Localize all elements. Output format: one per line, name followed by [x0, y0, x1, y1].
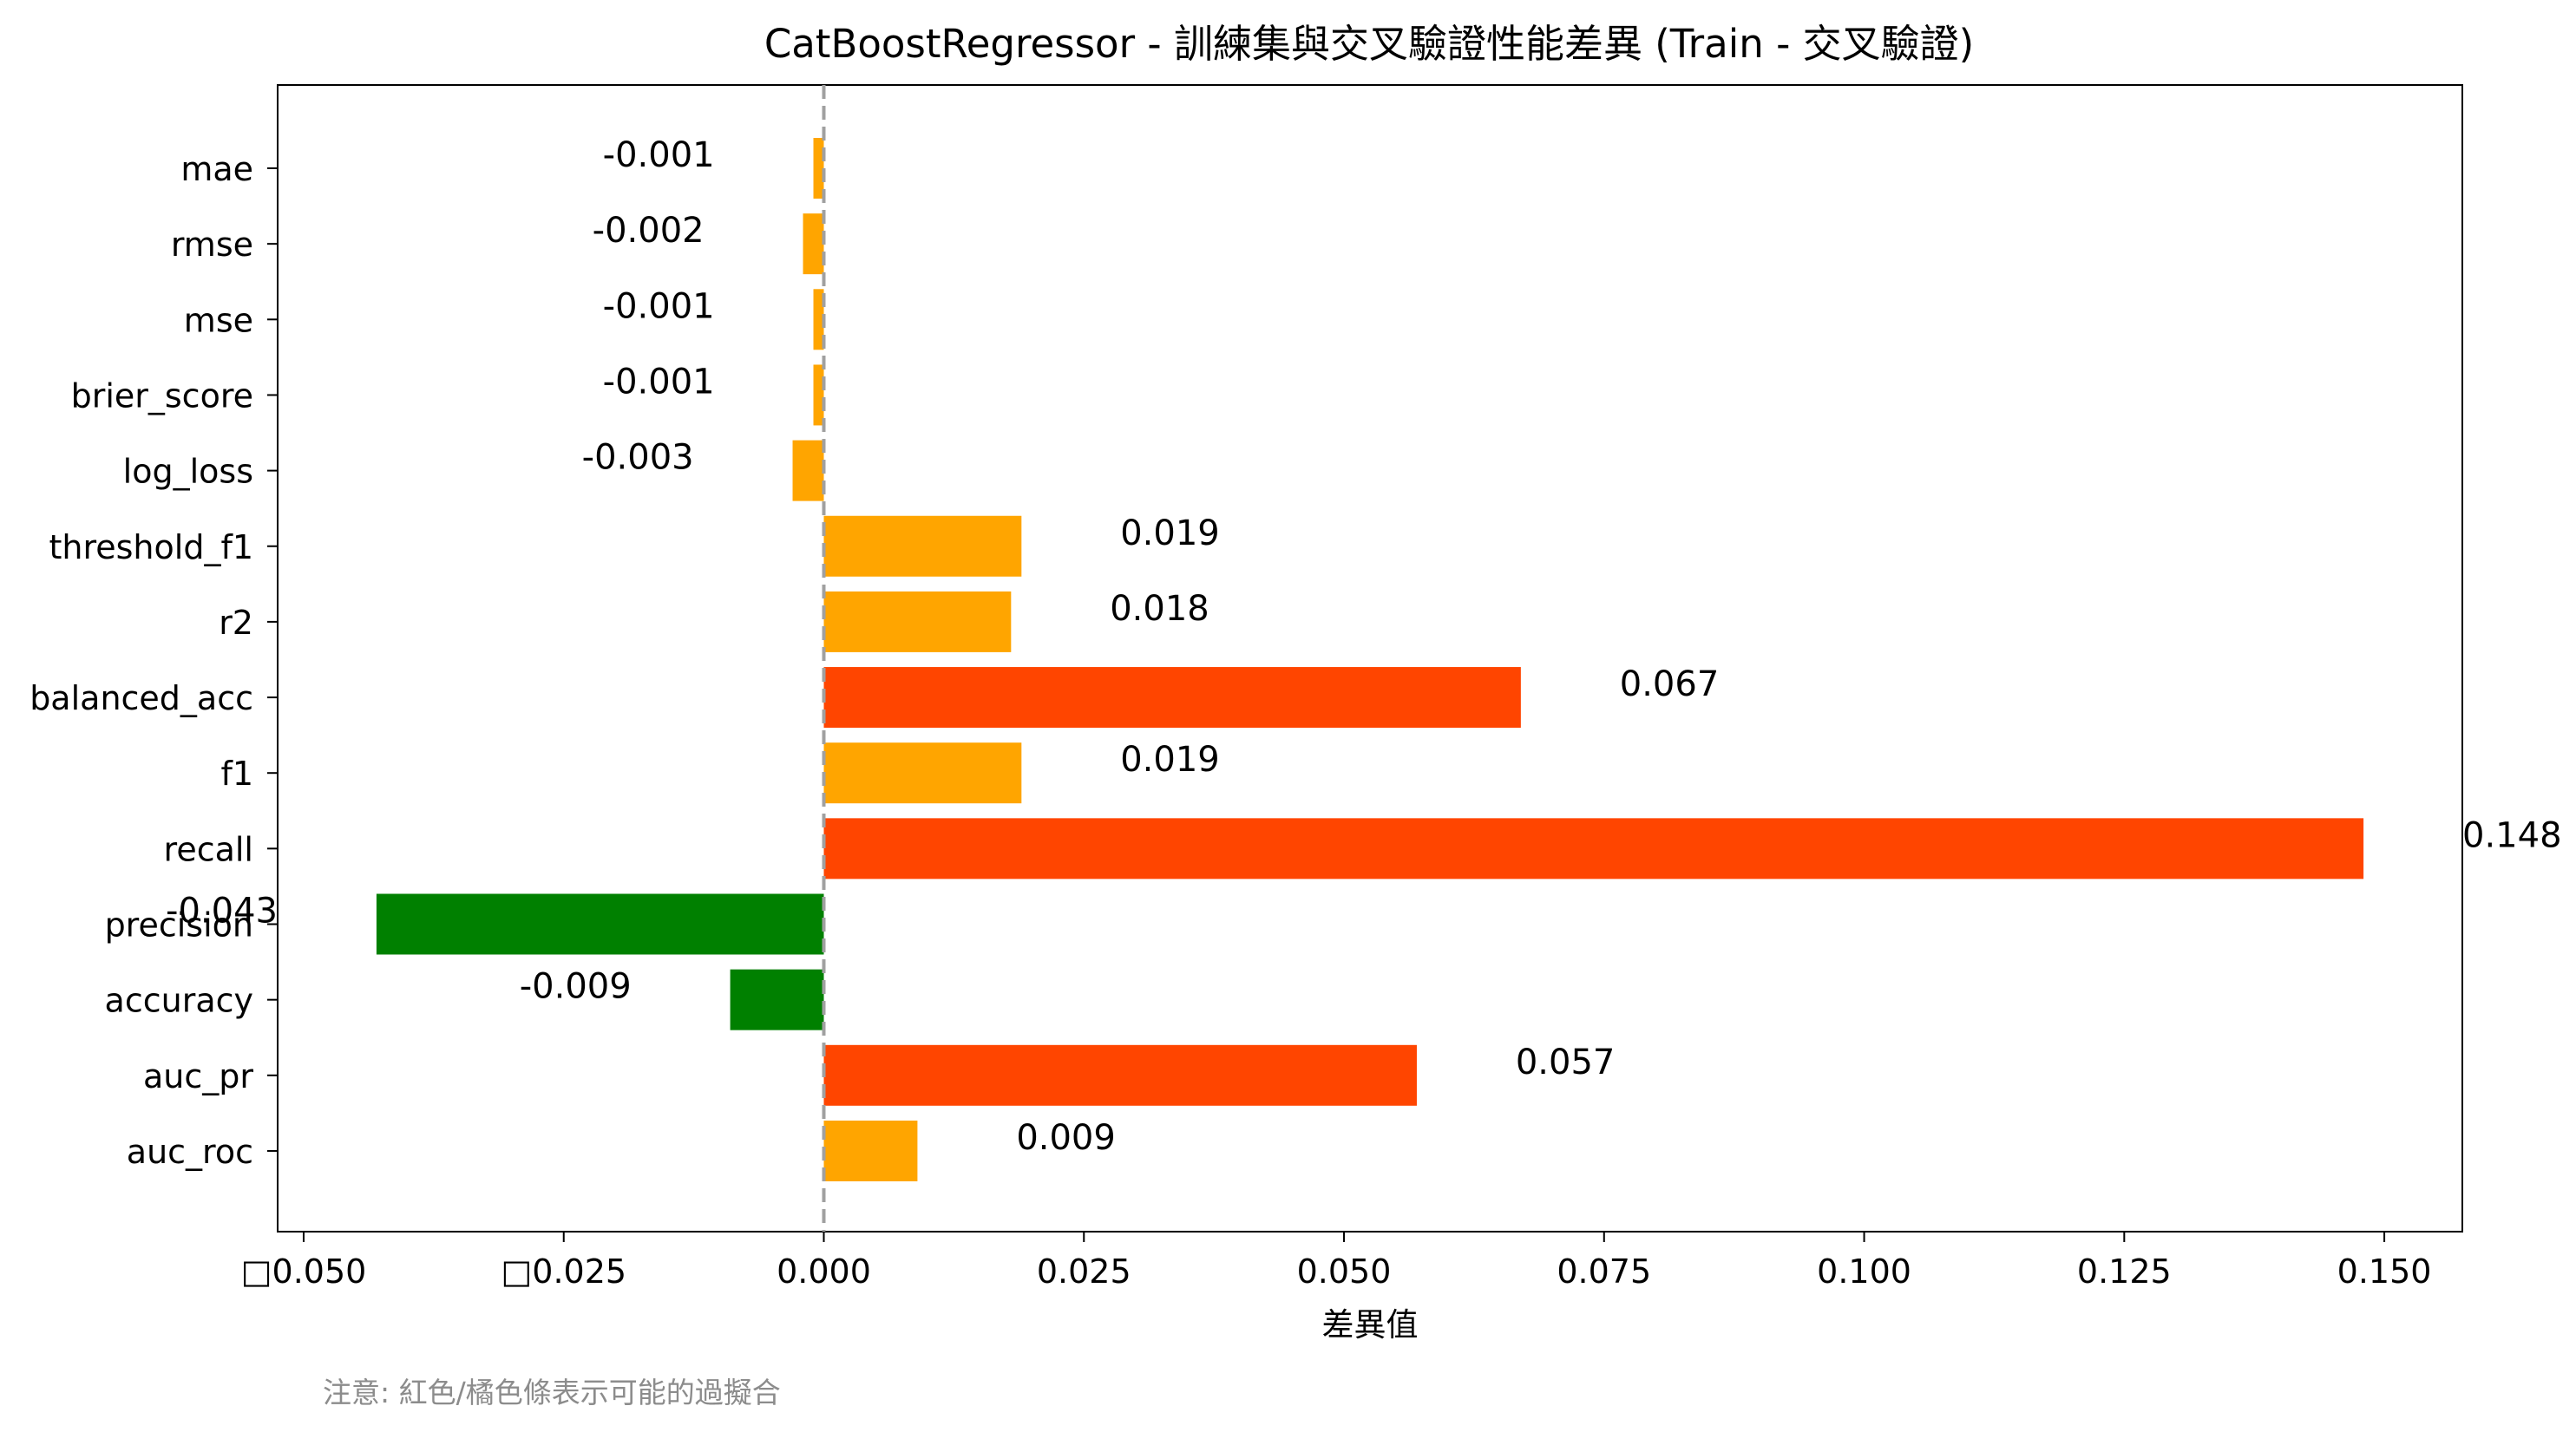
- y-tick-label-f1: f1: [220, 755, 253, 793]
- bar-auc_roc: [823, 1120, 918, 1181]
- x-tick-label: 0.050: [1297, 1252, 1392, 1291]
- bar-rmse: [803, 213, 824, 275]
- value-label-log_loss: -0.003: [582, 438, 694, 478]
- y-tick-label-accuracy: accuracy: [105, 982, 253, 1020]
- value-label-precision: -0.043: [166, 892, 278, 932]
- value-label-auc_roc: 0.009: [1016, 1118, 1116, 1158]
- bar-threshold_f1: [823, 515, 1022, 577]
- y-tick-label-log_loss: log_loss: [123, 453, 253, 491]
- chart-title: CatBoostRegressor - 訓練集與交叉驗證性能差異 (Train …: [764, 21, 1974, 67]
- value-label-mae: -0.001: [603, 135, 715, 175]
- x-axis-label: 差異值: [1322, 1306, 1419, 1344]
- plot-area: [277, 84, 2463, 1233]
- bars-layer: [376, 138, 2364, 1181]
- bar-mse: [813, 289, 824, 350]
- y-tick-label-auc_roc: auc_roc: [127, 1133, 253, 1171]
- value-labels-layer: -0.001 -0.002 -0.001 -0.001 -0.003 0.019 0.018…: [166, 135, 2561, 1158]
- bar-precision: [376, 893, 824, 955]
- overfit-note: 注意: 紅色/橘色條表示可能的過擬合: [323, 1376, 781, 1409]
- bar-r2: [823, 591, 1012, 652]
- y-tick-label-precision: precision: [105, 906, 253, 945]
- bar-f1: [823, 742, 1022, 804]
- value-label-brier_score: -0.001: [603, 362, 715, 402]
- y-tick-label-brier_score: brier_score: [71, 376, 253, 415]
- value-label-rmse: -0.002: [593, 211, 705, 251]
- x-tick-label: 0.100: [1817, 1252, 1911, 1291]
- value-label-threshold_f1: 0.019: [1120, 513, 1220, 553]
- value-label-balanced_acc: 0.067: [1620, 664, 1720, 704]
- x-axis: □0.050 □0.025 0.000 0.025 0.050 0.075 0.100 0.1…: [241, 1232, 2432, 1291]
- value-label-f1: 0.019: [1120, 740, 1220, 780]
- y-tick-label-r2: r2: [219, 604, 253, 642]
- y-tick-label-recall: recall: [164, 830, 253, 868]
- x-tick-label: □0.050: [241, 1252, 367, 1291]
- x-tick-label: 0.025: [1037, 1252, 1131, 1291]
- y-tick-label-mae: mae: [180, 150, 253, 188]
- x-tick-label: 0.000: [777, 1252, 871, 1291]
- value-label-accuracy: -0.009: [520, 967, 632, 1007]
- bar-recall: [823, 818, 2364, 879]
- y-tick-label-mse: mse: [184, 301, 253, 339]
- bar-mae: [813, 138, 824, 199]
- x-tick-label: 0.075: [1557, 1252, 1651, 1291]
- y-tick-label-auc_pr: auc_pr: [143, 1057, 253, 1095]
- value-label-mse: -0.001: [603, 286, 715, 326]
- x-tick-label: □0.025: [501, 1252, 626, 1291]
- y-axis: mae rmse mse brier_score log_loss threshold_f…: [29, 150, 278, 1171]
- bar-auc_pr: [823, 1044, 1417, 1106]
- bar-balanced_acc: [823, 667, 1521, 729]
- y-tick-label-balanced_acc: balanced_acc: [29, 679, 253, 717]
- value-label-recall: 0.148: [2462, 815, 2562, 855]
- value-label-r2: 0.018: [1110, 589, 1209, 629]
- value-label-auc_pr: 0.057: [1516, 1043, 1616, 1082]
- x-tick-label: 0.150: [2337, 1252, 2432, 1291]
- y-tick-label-rmse: rmse: [171, 226, 253, 264]
- bar-brier_score: [813, 364, 824, 426]
- bar-accuracy: [730, 969, 824, 1030]
- y-tick-label-threshold_f1: threshold_f1: [49, 528, 253, 566]
- x-tick-label: 0.125: [2077, 1252, 2172, 1291]
- bar-log_loss: [792, 440, 824, 501]
